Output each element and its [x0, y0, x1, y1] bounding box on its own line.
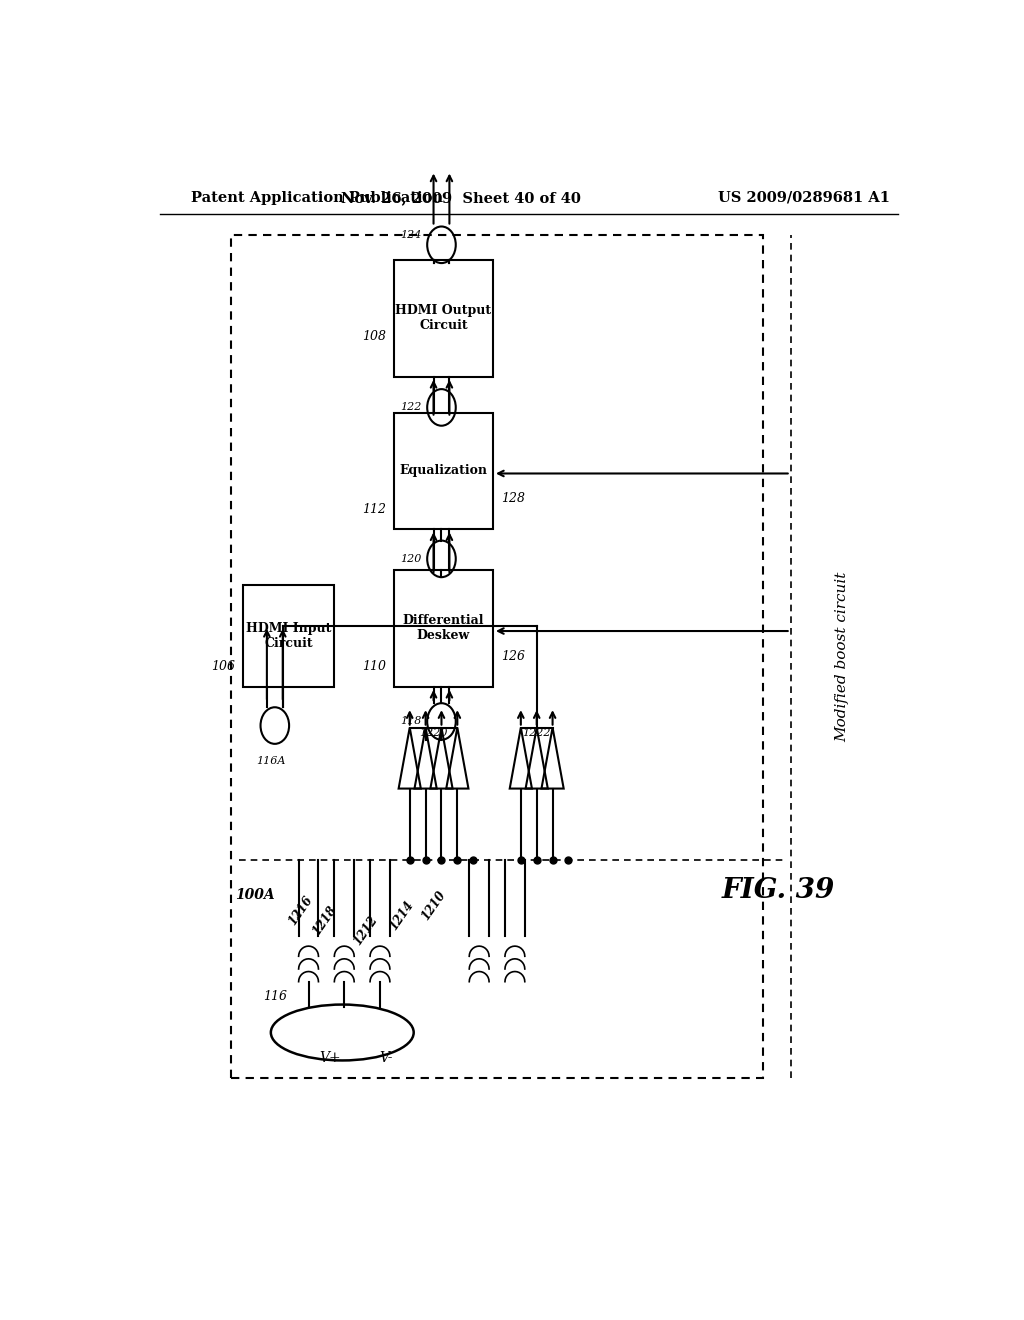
- Text: FIG. 39: FIG. 39: [722, 876, 836, 904]
- Text: 108: 108: [361, 330, 386, 343]
- Text: 1216: 1216: [287, 894, 315, 928]
- Bar: [394, 260, 494, 378]
- Bar: [231, 235, 763, 1078]
- Text: 122: 122: [400, 403, 422, 412]
- Text: Equalization: Equalization: [399, 465, 487, 478]
- Text: 124: 124: [400, 230, 422, 240]
- Text: HDMI Input
Circuit: HDMI Input Circuit: [246, 622, 332, 651]
- Text: 128: 128: [501, 492, 525, 506]
- Text: 106: 106: [211, 660, 236, 673]
- Text: 120: 120: [400, 554, 422, 564]
- Bar: [394, 413, 494, 529]
- Text: V+: V+: [319, 1051, 341, 1065]
- Text: 126: 126: [501, 649, 525, 663]
- Text: 100A: 100A: [236, 888, 274, 903]
- Bar: [394, 570, 494, 686]
- Text: Differential
Deskew: Differential Deskew: [402, 615, 484, 643]
- Text: 110: 110: [361, 660, 386, 673]
- Text: 1222: 1222: [522, 727, 551, 738]
- Text: Modified boost circuit: Modified boost circuit: [836, 572, 849, 742]
- Text: 1210: 1210: [419, 888, 449, 923]
- Text: 1218: 1218: [310, 904, 340, 937]
- Text: 1212: 1212: [351, 913, 381, 948]
- Text: Nov. 26, 2009  Sheet 40 of 40: Nov. 26, 2009 Sheet 40 of 40: [341, 191, 582, 205]
- Bar: [243, 585, 334, 686]
- Text: 118: 118: [400, 717, 422, 726]
- Text: 116A: 116A: [256, 756, 286, 766]
- Text: 1220: 1220: [419, 727, 447, 738]
- Text: US 2009/0289681 A1: US 2009/0289681 A1: [718, 191, 890, 205]
- Text: 1214: 1214: [387, 899, 417, 933]
- Text: Patent Application Publication: Patent Application Publication: [191, 191, 443, 205]
- Text: 116: 116: [263, 990, 287, 1003]
- Text: V-: V-: [379, 1051, 392, 1065]
- Text: HDMI Output
Circuit: HDMI Output Circuit: [395, 305, 492, 333]
- Text: 112: 112: [361, 503, 386, 516]
